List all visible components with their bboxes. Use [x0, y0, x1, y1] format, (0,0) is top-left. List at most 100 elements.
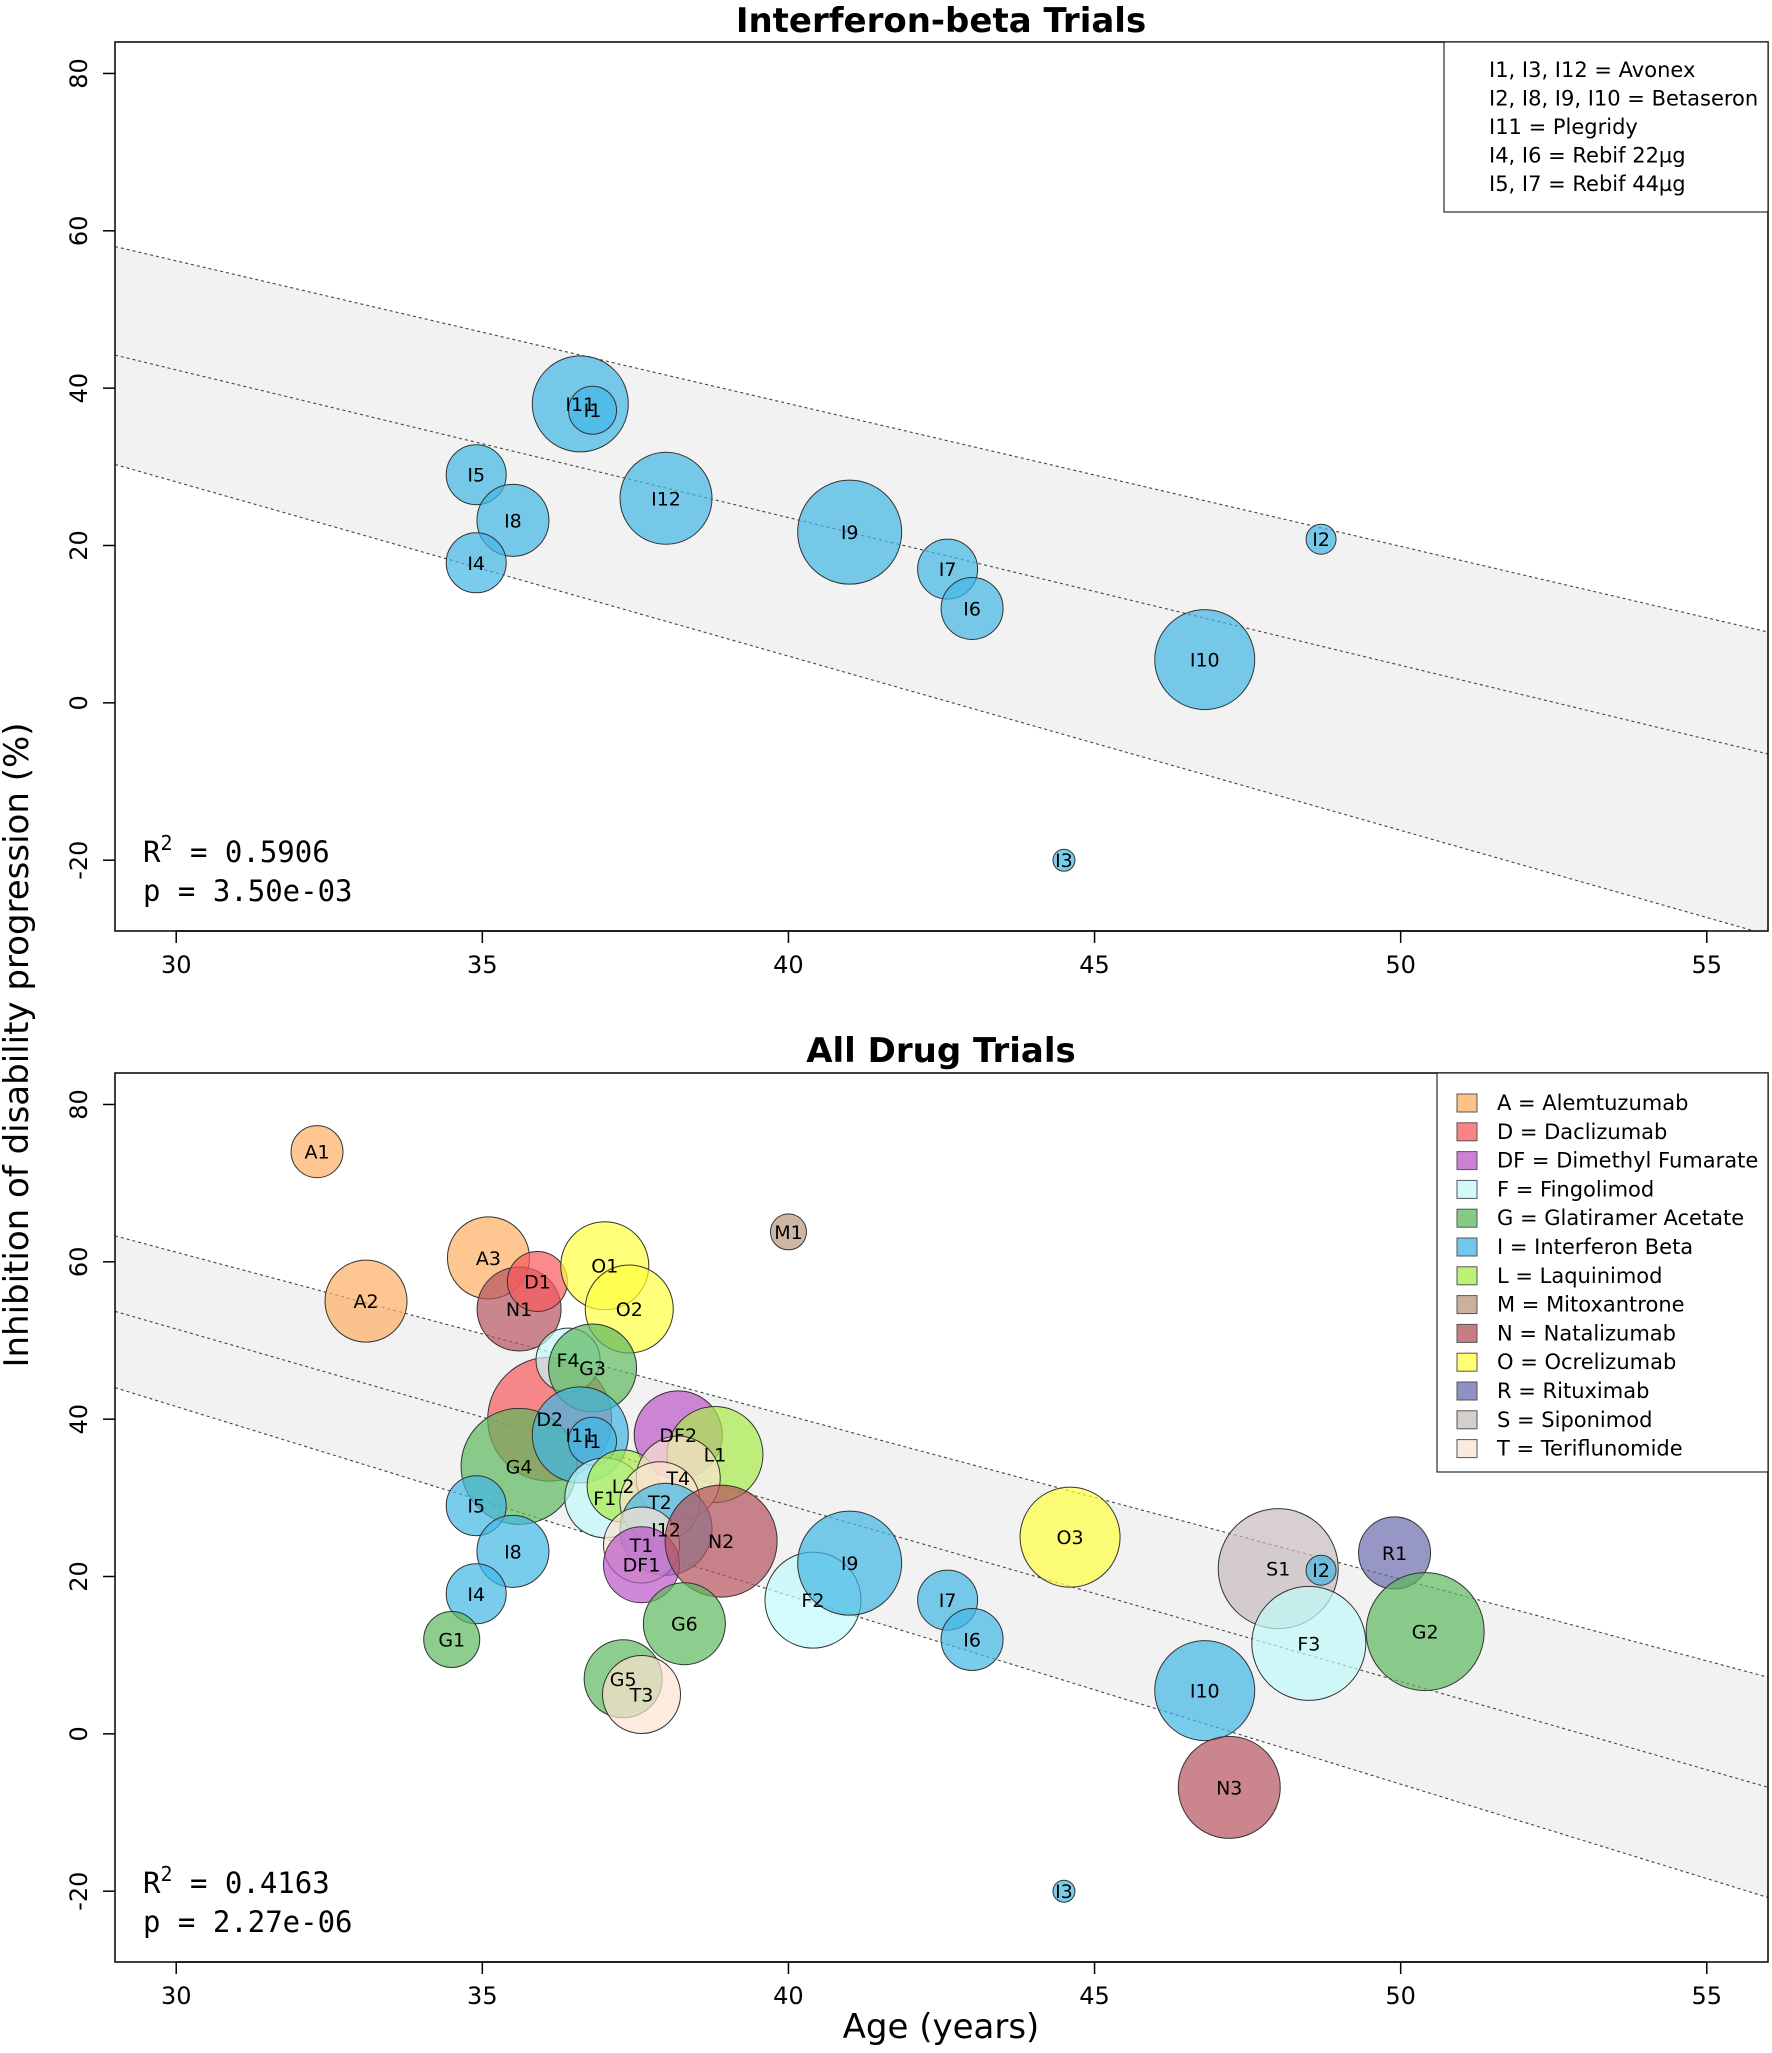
bubble-label: D1: [524, 1271, 551, 1293]
y-tick-label: -20: [65, 841, 93, 880]
legend: A = Alemtuzumab D = Daclizumab DF = Dimeth…: [1436, 1072, 1769, 1473]
bubble-a1: [290, 1125, 344, 1179]
y-tick-label: 0: [65, 695, 93, 710]
bubble-n2: [664, 1484, 778, 1598]
bubble-i8: [476, 483, 550, 557]
bubble-label: G5: [610, 1669, 637, 1691]
bubble-i5: [445, 444, 507, 506]
stats-annotation: R2 = 0.4163 p = 2.27e-06: [143, 1862, 353, 1939]
legend-box: [1443, 41, 1769, 213]
legend-entry: L = Laquinimod: [1497, 1264, 1662, 1288]
legend-entry: A = Alemtuzumab: [1497, 1091, 1688, 1115]
legend-entry: M = Mitoxantrone: [1497, 1293, 1685, 1317]
bubble-label: A3: [476, 1248, 501, 1270]
bubble-label: I8: [504, 1541, 522, 1563]
bubble-i9: [797, 1510, 903, 1616]
legend-entry: I4, I6 = Rebif 22µg: [1489, 144, 1686, 168]
bubble-label: I7: [939, 1590, 957, 1612]
bubble-g2: [1365, 1572, 1485, 1692]
bubble-label: A2: [353, 1291, 378, 1313]
bubble-label: I1: [584, 400, 602, 422]
legend-entry: G = Glatiramer Acetate: [1497, 1206, 1744, 1230]
x-axis-label: Age (years): [843, 2007, 1040, 2047]
bubble-label: I6: [963, 1629, 981, 1651]
y-axis: -20 0 20 40 60 80: [65, 58, 115, 880]
legend-entry: I1, I3, I12 = Avonex: [1489, 58, 1695, 82]
bubble-label: I8: [504, 510, 522, 532]
legend-entry: I = Interferon Beta: [1497, 1235, 1693, 1259]
bubble-o3: [1019, 1486, 1121, 1588]
y-tick-label: -20: [65, 1872, 93, 1911]
bubble-label: I11: [565, 394, 595, 416]
legend-swatch: [1456, 1323, 1478, 1343]
y-tick-label: 60: [65, 216, 93, 247]
stats-annotation: R2 = 0.5906 p = 3.50e-03: [143, 831, 353, 908]
legend-swatch: [1456, 1237, 1478, 1257]
p-value-text: p = 3.50e-03: [143, 874, 353, 908]
bubble-label: I7: [939, 559, 957, 581]
bubble-i8: [476, 1514, 550, 1588]
y-tick-label: 0: [65, 1726, 93, 1741]
y-tick-label: 40: [65, 1404, 93, 1435]
bubble-i10: [1154, 609, 1256, 711]
bubble-f3: [1251, 1585, 1367, 1701]
bubble-label: G4: [506, 1456, 533, 1478]
y-tick-label: 80: [65, 58, 93, 89]
legend-swatch: [1456, 1266, 1478, 1286]
y-tick-label: 80: [65, 1089, 93, 1120]
x-tick-label: 40: [773, 951, 804, 979]
bubble-label: I4: [467, 1584, 485, 1606]
bubble-label: T1: [629, 1535, 654, 1557]
bubble-i10: [1154, 1640, 1256, 1742]
bubble-g1: [423, 1610, 481, 1668]
bubble-label: I10: [1190, 650, 1220, 672]
bubble-label: I3: [1055, 850, 1073, 872]
x-tick-label: 40: [773, 1982, 804, 2010]
legend-entry: I11 = Plegridy: [1489, 115, 1638, 139]
legend-entry: I2, I8, I9, I10 = Betaseron: [1489, 87, 1758, 111]
r-squared-text: R2 = 0.5906: [143, 831, 330, 869]
bubble-i4: [445, 1563, 507, 1625]
x-tick-label: 30: [161, 951, 192, 979]
panel-title: Interferon-beta Trials: [736, 1, 1146, 41]
bubble-i3: [1052, 1879, 1076, 1903]
x-tick-label: 30: [161, 1982, 192, 2010]
bubble-label: G2: [1412, 1622, 1439, 1644]
panel-title: All Drug Trials: [806, 1031, 1076, 1071]
bubble-label: L2: [612, 1476, 635, 1498]
bubble-t3: [602, 1655, 682, 1735]
bubble-label: G3: [579, 1358, 606, 1380]
bubble-label: F4: [557, 1350, 580, 1372]
fit-line: [115, 354, 1768, 755]
legend-swatch: [1456, 1093, 1478, 1113]
bubble-label: T2: [647, 1492, 672, 1514]
legend: I1, I3, I12 = Avonex I2, I8, I9, I10 = Be…: [1443, 41, 1769, 213]
bubble-a2: [324, 1259, 408, 1343]
bubble-i3: [1052, 848, 1076, 872]
r-squared-text: R2 = 0.4163: [143, 1862, 330, 1900]
bubble-label: F2: [801, 1590, 824, 1612]
bubble-label: N3: [1216, 1777, 1242, 1799]
bubble-label: T4: [665, 1468, 690, 1490]
legend-entry: N = Natalizumab: [1497, 1321, 1676, 1345]
legend-swatch: [1456, 1439, 1478, 1459]
legend-swatch: [1456, 1295, 1478, 1315]
legend-swatch: [1456, 1208, 1478, 1228]
bubble-label: I9: [841, 522, 859, 544]
bubble-i4: [445, 532, 507, 594]
bubble-m1: [769, 1213, 807, 1251]
fit-line: [115, 1310, 1768, 1788]
y-tick-label: 20: [65, 1561, 93, 1592]
bubble-label: I9: [841, 1553, 859, 1575]
legend-entry: S = Siponimod: [1497, 1408, 1652, 1432]
bubble-label: I5: [467, 465, 485, 487]
legend-swatch: [1456, 1410, 1478, 1430]
bubble-label: I2: [1312, 529, 1330, 551]
x-tick-label: 55: [1692, 1982, 1723, 2010]
y-tick-label: 60: [65, 1247, 93, 1278]
bubble-label: A1: [304, 1142, 329, 1164]
bubble-label: N1: [506, 1299, 532, 1321]
legend-swatch: [1456, 1151, 1478, 1171]
